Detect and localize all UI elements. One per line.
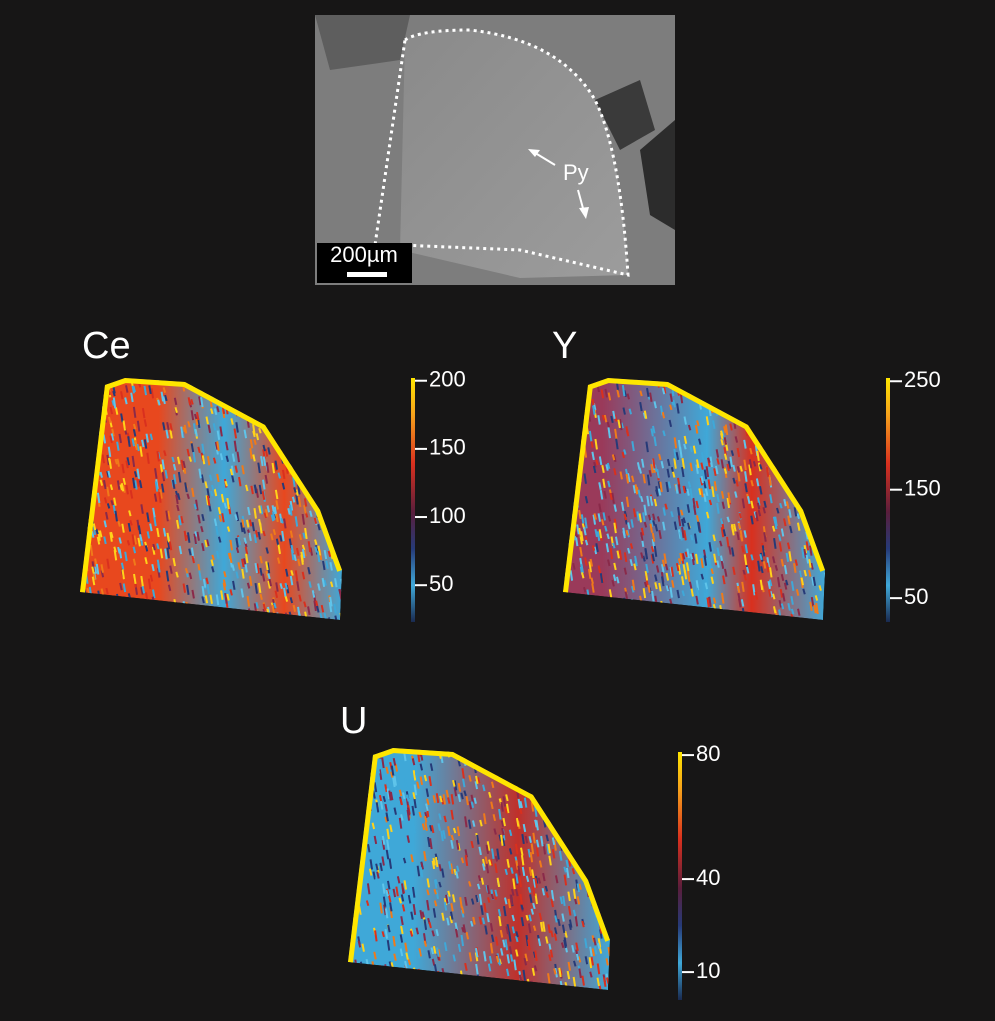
figure: Py 200µm Ce 200 150 100 50 Y 250 150 50 U 80 40 10 xyxy=(0,0,995,1021)
colorbar-tick-label: 100 xyxy=(429,503,466,528)
scale-bar-label: 200µm xyxy=(330,242,398,267)
colorbar-tick-label: 50 xyxy=(429,571,453,596)
colorbar-tick-label: 80 xyxy=(696,741,720,766)
element-map: Y 250 150 50 xyxy=(552,325,941,637)
colorbar-tick-label: 250 xyxy=(904,367,941,392)
map-texture xyxy=(348,748,614,1007)
colorbar-tick-label: 200 xyxy=(429,367,466,392)
py-label: Py xyxy=(563,160,589,185)
element-map: U 80 40 10 xyxy=(340,700,720,1007)
colorbar xyxy=(678,752,682,1000)
element-map: Ce 200 150 100 50 xyxy=(80,325,466,636)
colorbar-tick-label: 40 xyxy=(696,865,720,890)
map-texture xyxy=(563,378,829,637)
colorbar-tick-label: 150 xyxy=(429,435,466,460)
element-label: U xyxy=(340,700,367,742)
colorbar-tick-label: 50 xyxy=(904,584,928,609)
map-texture xyxy=(80,378,345,636)
colorbar xyxy=(886,378,890,622)
sem-image: Py 200µm xyxy=(315,15,675,285)
colorbar-tick-label: 150 xyxy=(904,476,941,501)
element-label: Y xyxy=(552,325,577,367)
page: {"sem_image": {"label": "Py", "scale_bar… xyxy=(0,0,995,1021)
colorbar-tick-label: 10 xyxy=(696,958,720,983)
colorbar xyxy=(411,378,415,622)
element-label: Ce xyxy=(82,325,131,367)
